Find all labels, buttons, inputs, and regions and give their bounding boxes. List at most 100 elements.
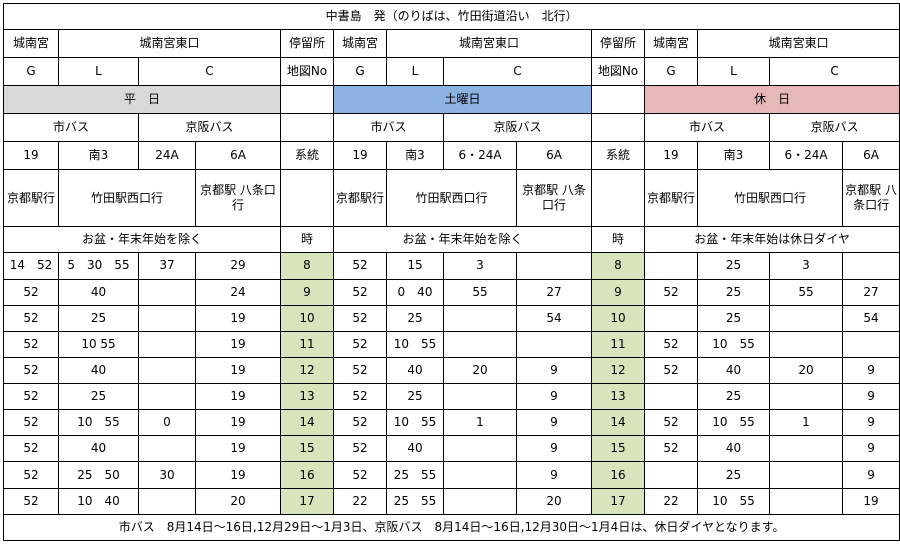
table-row: 52 10 40 20 17 22 25 55 20 17 22 10 55 1… [3,487,900,515]
time-cell [138,487,196,515]
time-cell: 20 [769,356,843,385]
dest-cell: 竹田駅西口行 [386,168,517,228]
time-cell: 10 55 [697,487,770,515]
time-cell: 52 [3,278,59,306]
city-bus-label: 市バス [644,112,770,142]
route-cell: 南3 [58,140,139,170]
time-cell: 52 [3,383,59,411]
operator-row: 市バス 京阪バス 市バス 京阪バス 市バス 京阪バス [3,112,900,142]
blank-cell [591,85,645,114]
time-cell: 10 55 [697,409,770,437]
time-cell: 19 [195,330,281,358]
map-no-cell: 地図No [280,57,334,87]
time-cell: 40 [58,278,139,306]
time-cell: 52 [3,304,59,332]
stop-name-cell: 城南宮 [3,29,59,59]
time-cell [443,435,517,463]
time-cell: 25 [386,383,444,411]
map-no-cell: 地図No [591,57,645,87]
table-row: 14 52 5 30 55 37 29 8 52 15 3 8 25 3 [3,252,900,280]
time-cell: 40 [697,356,770,385]
time-cell: 25 55 [386,487,444,515]
time-cell: 40 [386,356,444,385]
time-cell [644,383,698,411]
hour-cell: 8 [280,252,334,280]
time-cell: 52 [3,487,59,515]
time-cell: 20 [443,356,517,385]
route-label-cell: 系統 [280,140,334,170]
time-cell [138,330,196,358]
hour-cell: 10 [591,304,645,332]
hour-cell: 9 [591,278,645,306]
route-cell: 6・24A [443,140,517,170]
schedule-section-row: 平 日 土曜日 休 日 [3,85,900,114]
route-cell: 19 [333,140,387,170]
route-number-row: 19 南3 24A 6A 系統 19 南3 6・24A 6A 系統 19 南3 … [3,140,900,170]
weekday-note: お盆・年末年始を除く [3,226,281,254]
route-cell: 南3 [697,140,770,170]
time-cell [138,435,196,463]
time-cell [769,461,843,489]
blank-cell [280,85,334,114]
hour-cell: 10 [280,304,334,332]
time-cell [443,330,517,358]
holiday-note: お盆・年末年始は休日ダイヤ [643,226,900,254]
time-cell: 52 [3,356,59,385]
time-cell [443,304,517,332]
route-cell: 6A [841,140,900,170]
time-cell: 10 55 [386,330,444,358]
time-cell: 25 [697,252,770,280]
time-cell [769,304,843,332]
time-cell: 22 [644,487,698,515]
time-cell [644,461,698,489]
route-label-cell: 系統 [591,140,645,170]
time-cell [841,330,900,358]
blank-cell [280,112,334,142]
time-cell: 5 30 55 [58,252,139,280]
time-cell: 52 [333,461,387,489]
time-cell: 40 [58,356,139,385]
stop-code-row: G L C 地図No G L C 地図No G L C [3,57,900,87]
stop-code-cell: C [768,57,900,87]
blank-cell [591,168,645,228]
time-cell: 19 [195,461,281,489]
time-cell: 52 [644,278,698,306]
hour-cell: 12 [591,356,645,385]
time-cell: 20 [195,487,281,515]
time-cell: 52 [333,409,387,437]
time-cell [644,252,698,280]
time-cell: 25 [58,383,139,411]
time-cell: 40 [697,435,770,463]
table-row: 52 40 19 15 52 40 9 15 52 40 9 [3,435,900,463]
dest-cell: 京都駅行 [333,168,387,228]
time-cell: 52 [644,409,698,437]
time-cell: 52 [3,435,59,463]
time-cell: 52 [333,278,387,306]
time-cell: 25 [697,278,770,306]
table-row: 52 40 24 9 52 0 40 55 27 9 52 25 55 27 [3,278,900,306]
route-cell: 19 [644,140,698,170]
dest-cell: 竹田駅西口行 [58,168,196,228]
time-cell: 19 [195,356,281,385]
time-cell: 52 [3,330,59,358]
dest-cell: 竹田駅西口行 [697,168,843,228]
time-cell: 52 [644,356,698,385]
time-cell: 9 [516,461,592,489]
time-cell: 25 [697,461,770,489]
keihan-bus-label: 京阪バス [138,112,281,142]
time-cell: 52 [644,330,698,358]
table-row: 52 25 19 13 52 25 9 13 25 9 [3,383,900,411]
time-cell: 9 [841,461,900,489]
time-cell [769,487,843,515]
time-cell [769,383,843,411]
time-cell: 52 [333,330,387,358]
hour-cell: 16 [591,461,645,489]
table-row: 52 10 55 19 11 52 10 55 11 52 10 55 [3,330,900,358]
city-bus-label: 市バス [3,112,139,142]
time-cell: 27 [516,278,592,306]
time-cell: 19 [195,409,281,437]
time-cell [769,435,843,463]
time-cell: 52 [3,461,59,489]
time-cell: 27 [841,278,900,306]
time-cell: 1 [769,409,843,437]
